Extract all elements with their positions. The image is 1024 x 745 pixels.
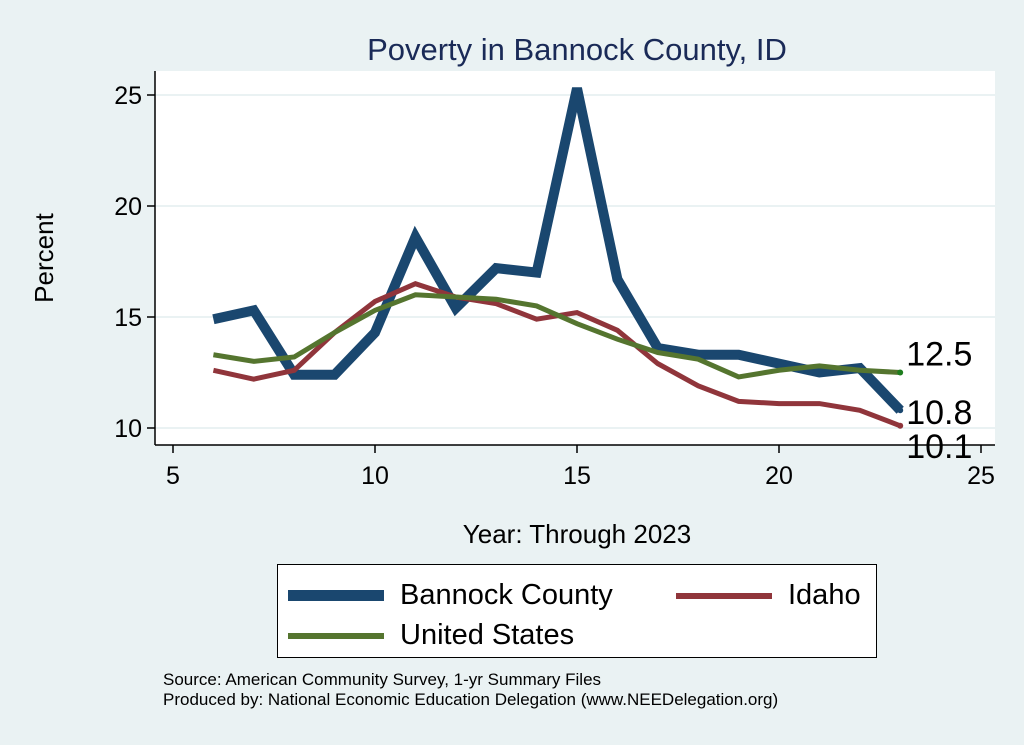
legend: Bannock County Idaho United States	[277, 564, 877, 658]
end-labels: 10.810.1 12.5	[906, 336, 972, 466]
y-axis-title: Percent	[29, 212, 59, 302]
end-label-united-states: 12.5	[906, 336, 972, 374]
x-tick-label: 20	[765, 462, 793, 490]
legend-entry-bannock: Bannock County	[288, 579, 613, 612]
legend-entry-idaho: Idaho	[676, 579, 861, 612]
source-notes: Source: American Community Survey, 1-yr …	[163, 670, 778, 710]
plot-area	[155, 71, 995, 445]
end-label-bannock-county: 10.8	[906, 394, 972, 432]
legend-entry-united-states: United States	[288, 619, 574, 652]
legend-swatch-united-states	[288, 632, 384, 639]
legend-label-bannock: Bannock County	[400, 579, 613, 611]
x-axis-title: Year: Through 2023	[463, 519, 691, 549]
produced-by-note: Produced by: National Economic Education…	[163, 690, 779, 709]
end-marker-united-states	[897, 369, 904, 376]
end-marker-idaho	[897, 422, 904, 429]
legend-label-united-states: United States	[400, 619, 575, 651]
chart-title: Poverty in Bannock County, ID	[367, 32, 787, 67]
series-line-united-states	[212, 292, 901, 380]
legend-swatch-bannock	[288, 590, 384, 601]
y-tick-label: 25	[114, 82, 142, 110]
y-tick-label: 10	[114, 415, 142, 443]
end-label-idaho: 10.1	[906, 428, 972, 466]
y-tick-label: 15	[114, 304, 142, 332]
legend-label-idaho: Idaho	[788, 579, 861, 611]
x-tick-label: 5	[166, 462, 180, 490]
y-tick-label: 20	[114, 193, 142, 221]
x-tick-label: 25	[967, 462, 995, 490]
x-tick-label: 15	[563, 462, 591, 490]
x-tick-label: 10	[361, 462, 389, 490]
end-marker-bannock-county	[897, 407, 904, 414]
series-lines	[212, 87, 904, 429]
axes: 10 15 20 25 5 10 15 20 25	[114, 71, 995, 490]
legend-swatch-idaho	[676, 592, 772, 599]
series-line-bannock-county	[212, 87, 904, 414]
source-note: Source: American Community Survey, 1-yr …	[163, 670, 602, 689]
